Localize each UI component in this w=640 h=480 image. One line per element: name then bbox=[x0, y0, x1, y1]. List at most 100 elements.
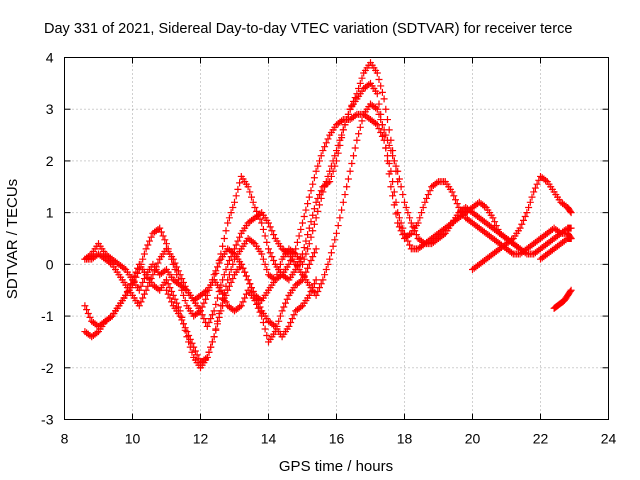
data-point bbox=[326, 167, 334, 175]
data-point bbox=[404, 209, 412, 217]
data-point bbox=[259, 319, 267, 327]
data-point bbox=[452, 196, 459, 204]
data-point bbox=[343, 183, 351, 191]
x-tick-label: 16 bbox=[329, 431, 345, 447]
data-point bbox=[202, 288, 210, 296]
data-point bbox=[380, 126, 388, 134]
data-point bbox=[334, 141, 342, 149]
data-point bbox=[287, 319, 295, 327]
data-point bbox=[188, 348, 196, 356]
data-point bbox=[275, 266, 283, 274]
data-point bbox=[176, 271, 184, 279]
data-point bbox=[333, 147, 340, 155]
data-point bbox=[355, 85, 363, 93]
data-point bbox=[384, 116, 391, 124]
data-point bbox=[151, 267, 159, 275]
data-point bbox=[324, 260, 332, 268]
data-point bbox=[225, 214, 233, 222]
data-point bbox=[327, 162, 335, 170]
data-point bbox=[106, 259, 114, 267]
data-point bbox=[326, 255, 334, 263]
data-point bbox=[300, 255, 308, 263]
data-point bbox=[263, 238, 271, 246]
data-point bbox=[290, 249, 298, 257]
data-point bbox=[309, 227, 317, 235]
data-point bbox=[304, 264, 312, 272]
data-point bbox=[525, 203, 533, 211]
data-point bbox=[317, 187, 325, 195]
data-point bbox=[316, 201, 323, 209]
data-point bbox=[220, 271, 228, 279]
series-satellite-track-I bbox=[550, 286, 575, 312]
data-point bbox=[273, 271, 281, 279]
data-point bbox=[385, 141, 393, 149]
data-point bbox=[259, 255, 267, 263]
data-point bbox=[229, 249, 237, 257]
data-point bbox=[567, 286, 575, 294]
data-point bbox=[144, 241, 152, 249]
data-point bbox=[224, 286, 232, 294]
data-point bbox=[278, 307, 286, 315]
data-point bbox=[346, 167, 354, 175]
data-point bbox=[214, 294, 221, 302]
data-point bbox=[307, 256, 315, 264]
data-point bbox=[215, 313, 223, 321]
data-point bbox=[285, 322, 293, 330]
data-point bbox=[414, 219, 422, 227]
data-point bbox=[377, 116, 385, 124]
data-point bbox=[164, 280, 172, 288]
data-point bbox=[234, 185, 242, 193]
data-point bbox=[217, 286, 225, 294]
data-point bbox=[373, 90, 381, 98]
data-point bbox=[181, 282, 189, 290]
data-point bbox=[282, 299, 289, 307]
data-point bbox=[157, 228, 165, 236]
data-point bbox=[205, 348, 213, 356]
data-point bbox=[317, 280, 325, 288]
data-point bbox=[270, 321, 278, 329]
data-point bbox=[334, 222, 342, 230]
data-point bbox=[416, 214, 424, 222]
data-point bbox=[329, 242, 337, 250]
data-point bbox=[258, 250, 266, 258]
data-point bbox=[261, 260, 269, 268]
data-point bbox=[395, 214, 403, 222]
data-point bbox=[394, 167, 402, 175]
data-point bbox=[373, 69, 381, 77]
data-point bbox=[516, 224, 524, 232]
data-point bbox=[378, 132, 386, 140]
data-point bbox=[329, 157, 337, 165]
data-point bbox=[316, 284, 323, 292]
data-point bbox=[389, 152, 397, 160]
data-point bbox=[186, 335, 194, 343]
data-point bbox=[261, 325, 269, 333]
data-point bbox=[202, 355, 210, 363]
data-point bbox=[231, 198, 238, 206]
data-point bbox=[147, 275, 155, 283]
data-point bbox=[263, 331, 271, 339]
data-point bbox=[219, 242, 227, 250]
data-point bbox=[297, 277, 305, 285]
data-point bbox=[314, 162, 322, 170]
data-point bbox=[489, 214, 497, 222]
data-point bbox=[154, 259, 162, 267]
data-point bbox=[203, 322, 211, 330]
data-point bbox=[317, 152, 325, 160]
data-point bbox=[231, 245, 238, 253]
data-point bbox=[304, 200, 312, 208]
data-point bbox=[382, 105, 390, 113]
data-point bbox=[178, 275, 186, 283]
data-point bbox=[163, 286, 170, 294]
data-point bbox=[271, 328, 279, 336]
data-point bbox=[542, 176, 550, 184]
data-point bbox=[265, 219, 272, 227]
data-point bbox=[397, 183, 405, 191]
y-tick-label: -1 bbox=[41, 308, 54, 324]
y-tick-label: 2 bbox=[46, 153, 54, 169]
data-point bbox=[321, 183, 329, 191]
data-point bbox=[307, 187, 315, 195]
data-point bbox=[350, 97, 357, 105]
data-point bbox=[411, 227, 419, 235]
data-point bbox=[341, 121, 349, 129]
series-satellite-track-D bbox=[81, 100, 575, 330]
